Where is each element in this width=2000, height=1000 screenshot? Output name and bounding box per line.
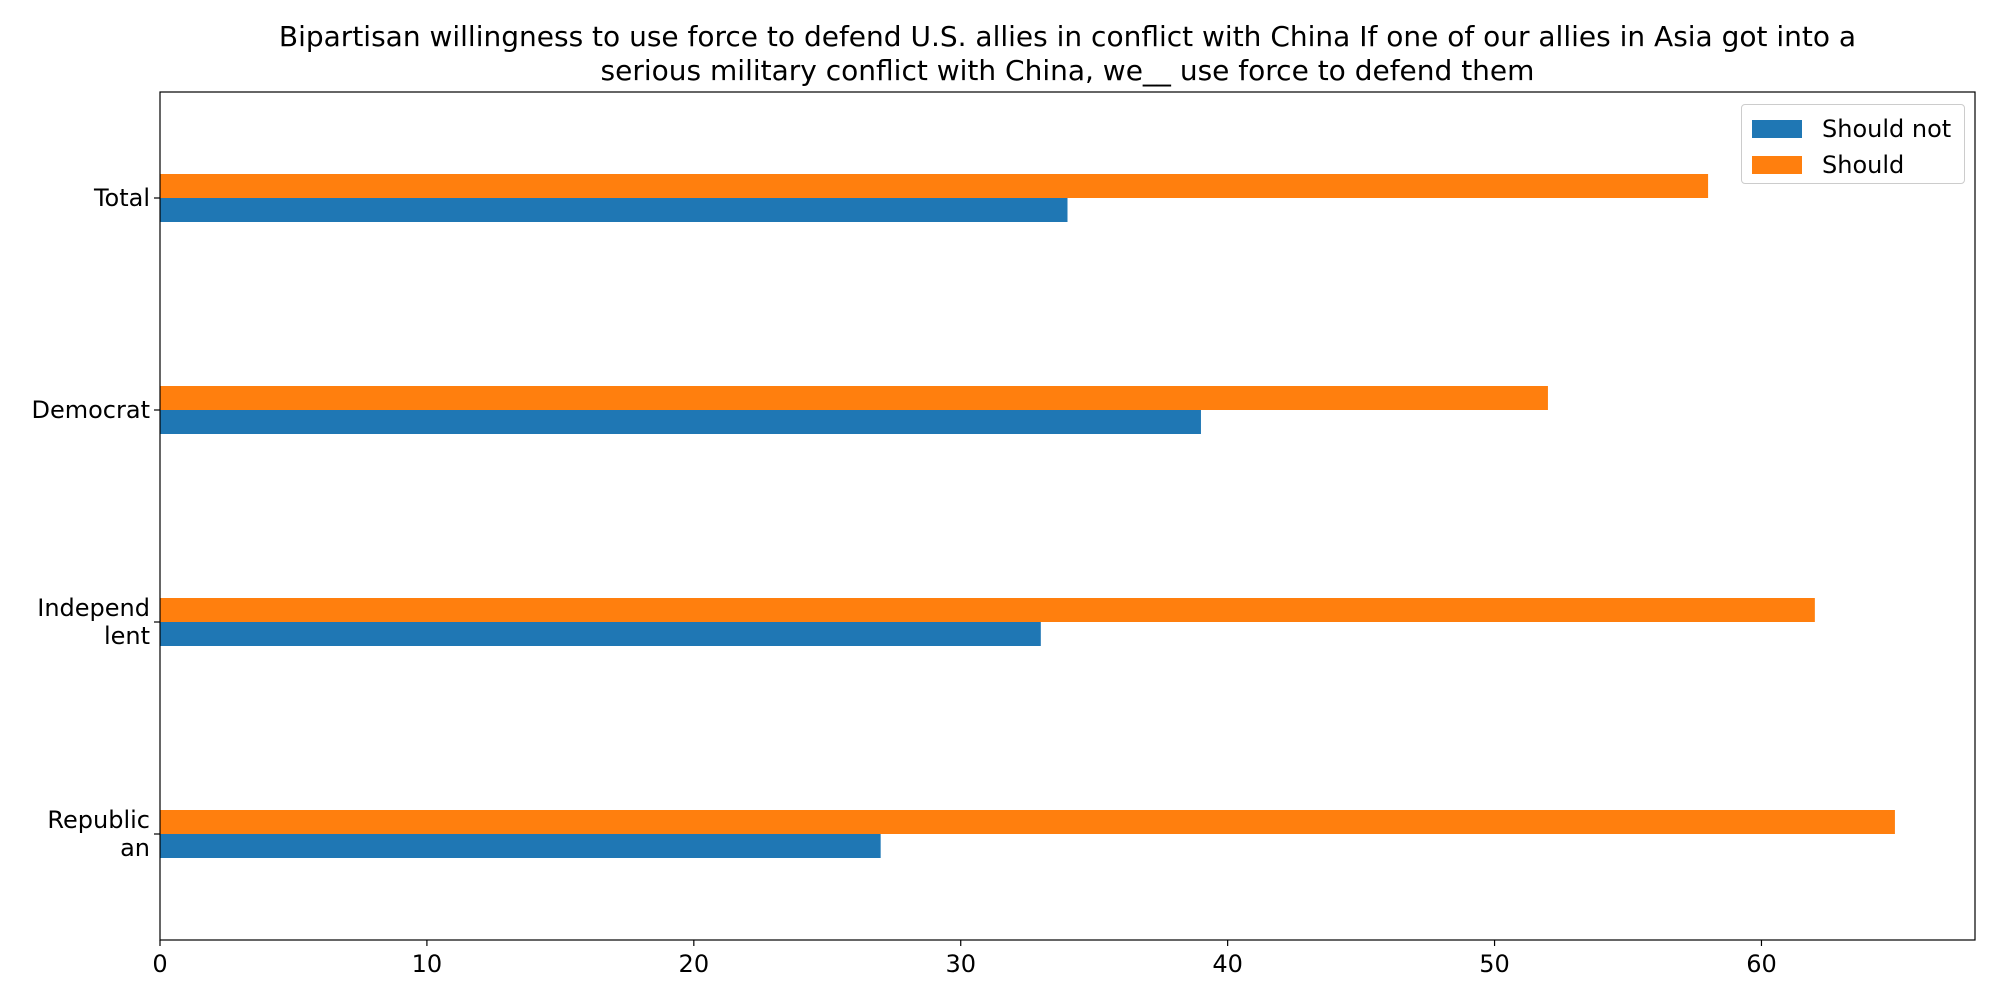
y-tick-label-democrat: Democrat	[32, 396, 151, 424]
x-tick-label-60: 60	[1746, 950, 1777, 978]
bar-should-democrat	[160, 386, 1548, 410]
bar-should-republic-an	[160, 810, 1895, 834]
plot-frame	[159, 91, 1976, 941]
legend-label-should: Should	[1822, 151, 1905, 179]
x-tick-label-30: 30	[945, 950, 976, 978]
y-tick-label-total: Total	[93, 184, 150, 212]
bar-should-independ-lent	[160, 598, 1815, 622]
bar-should-not-republic-an	[160, 834, 881, 858]
legend-item-should-not: Should not	[1752, 111, 1954, 147]
chart-title: Bipartisan willingness to use force to d…	[278, 20, 1857, 87]
x-tick-label-50: 50	[1479, 950, 1510, 978]
y-tick-label-independ-lent: Independ lent	[37, 594, 150, 650]
legend-label-should-not: Should not	[1822, 115, 1952, 143]
y-tick-label-republic-an: Republic an	[47, 806, 150, 862]
x-tick-label-10: 10	[412, 950, 443, 978]
x-tick-label-40: 40	[1212, 950, 1243, 978]
legend-swatch-should-not	[1752, 120, 1802, 138]
bar-should-total	[160, 174, 1709, 198]
legend-swatch-should	[1752, 156, 1802, 174]
x-tick-label-0: 0	[152, 950, 167, 978]
bar-should-not-independ-lent	[160, 622, 1041, 646]
bar-should-not-democrat	[160, 410, 1201, 434]
legend-item-should: Should	[1752, 147, 1954, 183]
bar-should-not-total	[160, 198, 1068, 222]
x-tick-label-20: 20	[679, 950, 710, 978]
legend: Should not Should	[1741, 104, 1965, 184]
